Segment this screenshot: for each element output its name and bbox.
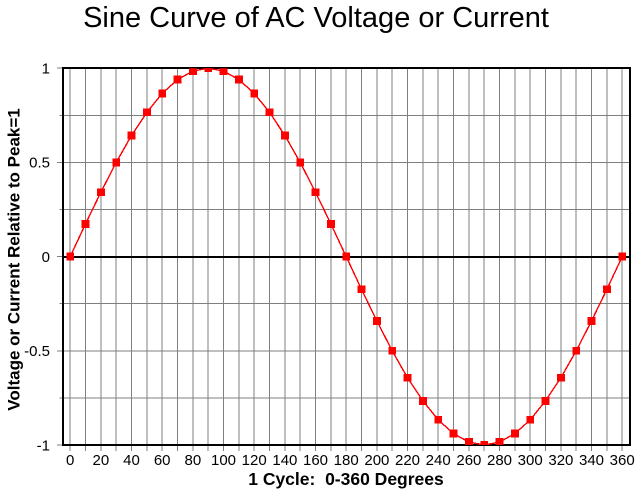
svg-text:120: 120 [242,452,267,469]
svg-text:0.5: 0.5 [29,155,50,172]
svg-text:240: 240 [426,452,451,469]
svg-text:1 Cycle: 0-360 Degrees: 1 Cycle: 0-360 Degrees [248,469,444,489]
svg-text:20: 20 [93,452,110,469]
svg-text:200: 200 [364,452,389,469]
svg-text:360: 360 [610,452,635,469]
svg-text:140: 140 [272,452,297,469]
svg-text:100: 100 [211,452,236,469]
svg-text:160: 160 [303,452,328,469]
svg-text:-1: -1 [37,437,50,454]
svg-text:340: 340 [579,452,604,469]
svg-text:320: 320 [548,452,573,469]
svg-text:180: 180 [334,452,359,469]
svg-text:40: 40 [123,452,140,469]
svg-text:220: 220 [395,452,420,469]
svg-text:-0.5: -0.5 [24,343,50,360]
svg-text:300: 300 [518,452,543,469]
svg-text:80: 80 [185,452,202,469]
svg-text:0: 0 [42,249,50,266]
svg-text:1: 1 [42,61,50,78]
svg-text:0: 0 [66,452,74,469]
svg-text:Sine Curve of AC Voltage or Cu: Sine Curve of AC Voltage or Current [83,2,549,34]
svg-text:Voltage or Current Relative to: Voltage or Current Relative to Peak=1 [5,108,24,410]
svg-text:60: 60 [154,452,171,469]
svg-text:260: 260 [456,452,481,469]
svg-text:280: 280 [487,452,512,469]
